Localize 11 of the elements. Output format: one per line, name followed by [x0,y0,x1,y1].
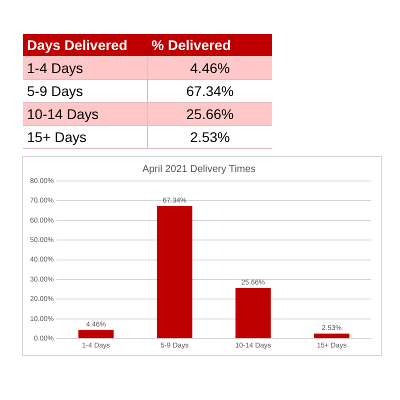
text: 4.46% [190,60,230,76]
text: 67.34% [186,83,234,99]
text: Days Delivered [23,34,148,56]
category-label: 1-4 Days [27,60,84,76]
category-label: 10-14 Days [27,106,99,122]
chart-title: April 2021 Delivery Times [142,164,256,175]
category-label: 5-9 Days [27,83,84,99]
text: 25.66% [186,106,234,122]
category-label: 15+ Days [27,129,87,145]
text: % Delivered [148,34,272,56]
text: 2.53% [190,129,230,145]
